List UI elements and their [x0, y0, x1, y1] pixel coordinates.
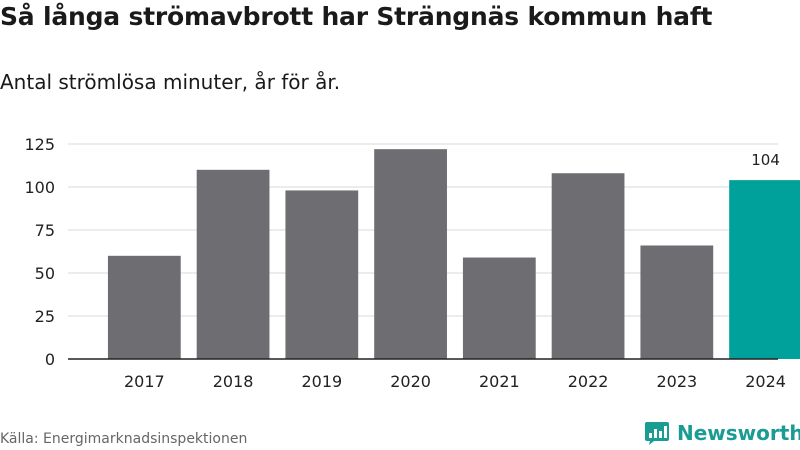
y-tick-label: 100: [24, 178, 55, 197]
x-tick-label: 2022: [568, 372, 609, 391]
bar: [462, 257, 536, 359]
chart-subtitle: Antal strömlösa minuter, år för år.: [0, 70, 341, 94]
brand: Newsworthy: [644, 420, 800, 446]
x-tick-label: 2019: [301, 372, 342, 391]
bar: [729, 180, 800, 359]
x-tick-label: 2018: [213, 372, 254, 391]
x-tick-label: 2017: [124, 372, 165, 391]
y-tick-label: 125: [24, 135, 55, 154]
source-note: Källa: Energimarknadsinspektionen: [0, 431, 248, 447]
x-tick-label: 2020: [390, 372, 431, 391]
y-tick-label: 50: [35, 264, 55, 283]
y-tick-label: 75: [35, 221, 55, 240]
bar: [285, 190, 359, 359]
bar: [551, 173, 625, 359]
newsworthy-logo-icon: [645, 422, 669, 445]
bar: [640, 245, 714, 359]
y-tick-label: 0: [45, 350, 55, 369]
data-label: 104: [751, 151, 780, 169]
x-tick-label: 2024: [745, 372, 786, 391]
bar: [196, 169, 270, 359]
y-tick-label: 25: [35, 307, 55, 326]
x-tick-label: 2023: [656, 372, 697, 391]
brand-name: Newsworthy: [677, 421, 800, 445]
bar: [107, 255, 181, 359]
bar: [374, 149, 447, 359]
chart-title: Så långa strömavbrott har Strängnäs komm…: [0, 2, 713, 31]
x-tick-label: 2021: [479, 372, 520, 391]
